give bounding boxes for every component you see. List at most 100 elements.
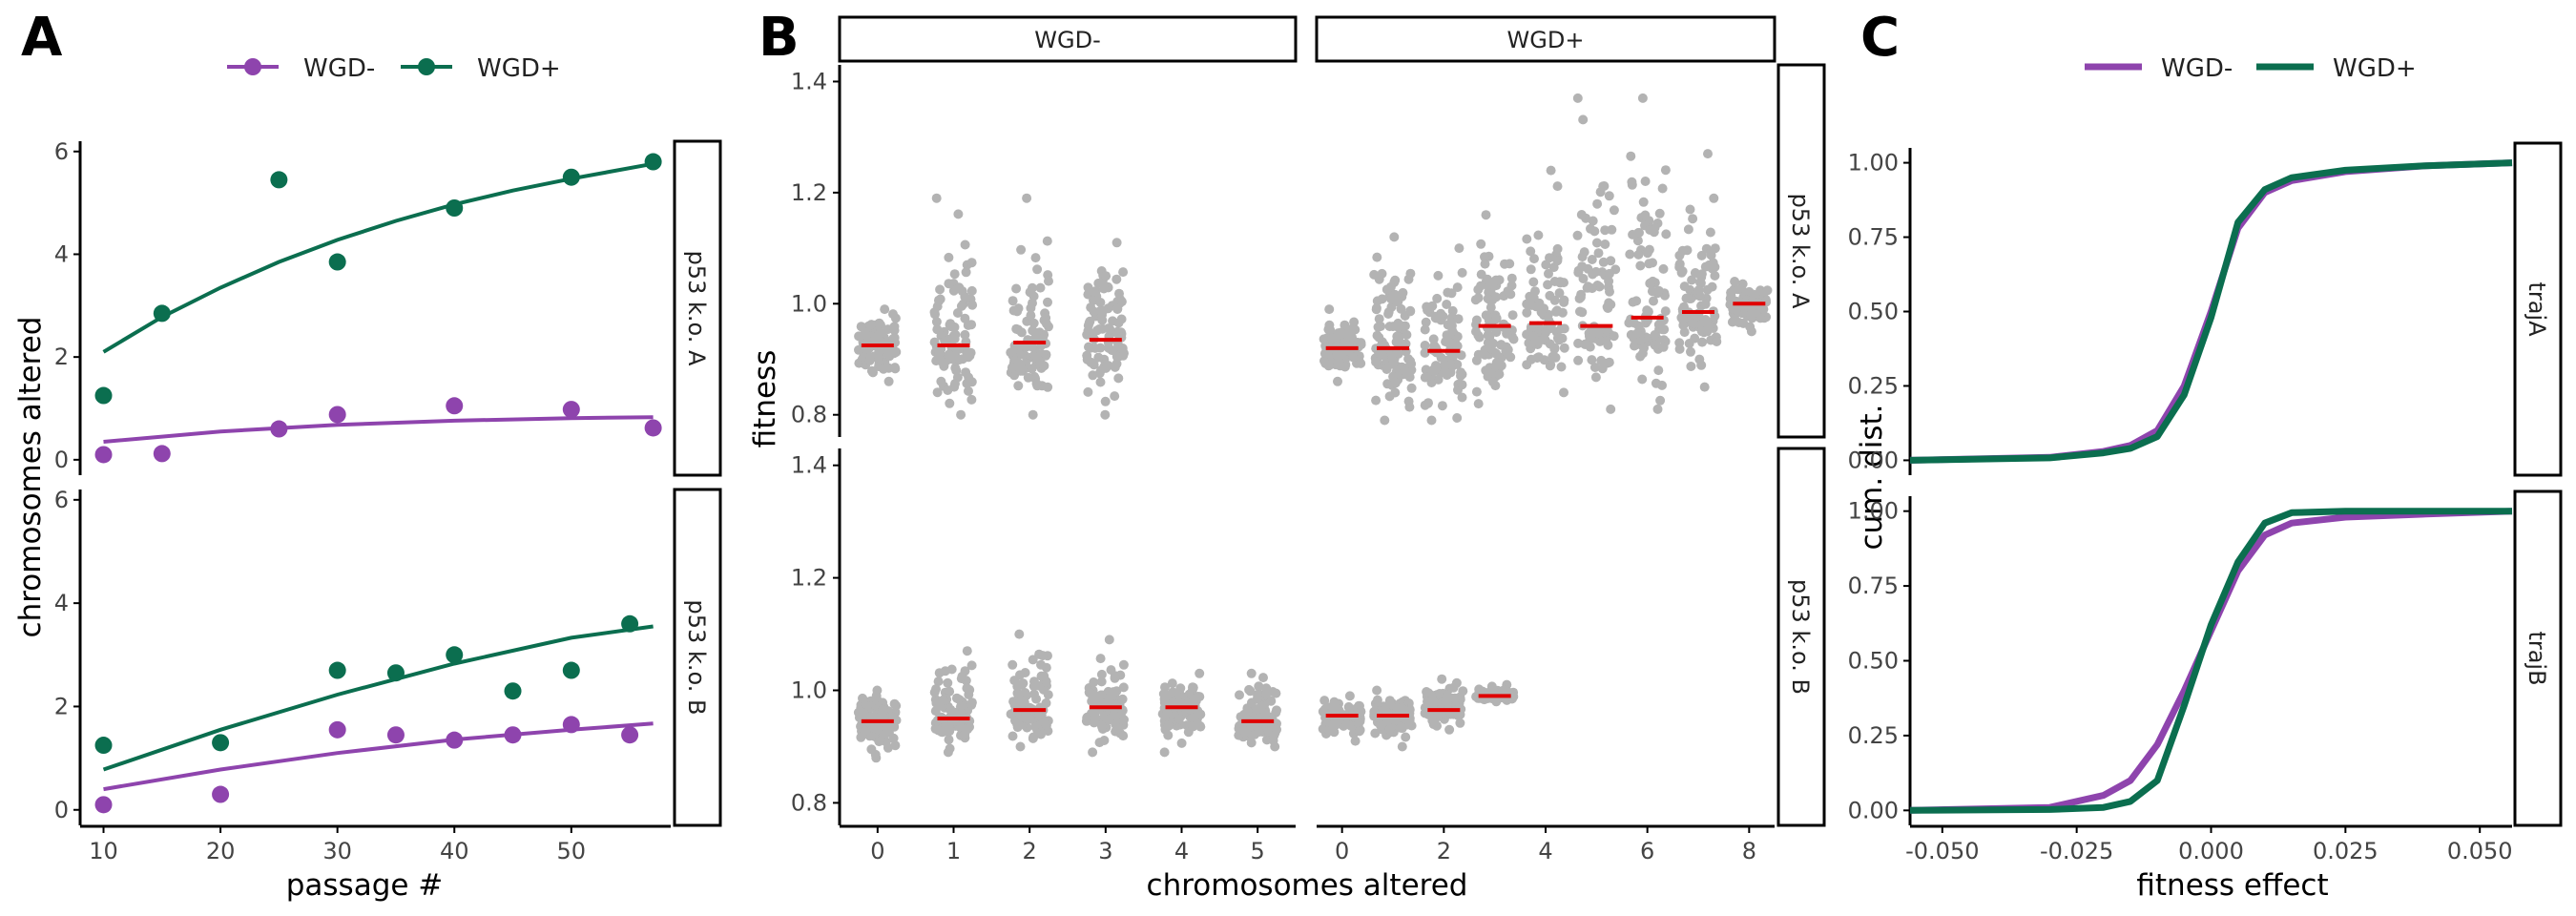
panel-b-fitness-point: [1015, 670, 1025, 680]
panel-b-fitness-point: [1022, 193, 1032, 203]
panel-c-x-tick-label: 0.025: [2313, 838, 2379, 864]
panel-b-fitness-point: [1031, 379, 1042, 388]
panel-b-fitness-point: [854, 344, 863, 355]
panel-b-fitness-point: [1389, 232, 1400, 242]
panel-b-fitness-point: [882, 723, 892, 734]
panel-b-fitness-point: [1506, 273, 1517, 283]
panel-b-fitness-point: [1096, 677, 1107, 687]
panel-b-y-tick-label: 1.0: [791, 677, 827, 704]
panel-b-fitness-point: [1373, 322, 1383, 332]
panel-b-fitness-point: [1658, 342, 1669, 352]
panel-b-fitness-point: [1110, 391, 1120, 402]
panel-b-fitness-point: [1404, 716, 1415, 726]
panel-b-column-strip-box: [1315, 15, 1776, 63]
panel-b-fitness-point: [1015, 741, 1026, 752]
panel-b-fitness-point: [946, 664, 957, 675]
panel-b-fitness-point: [1175, 683, 1186, 694]
panel-b-fitness-point: [888, 733, 899, 743]
panel-b-fitness-point: [1645, 278, 1655, 288]
legend-c-wgd-minus-label: WGD-: [2161, 54, 2233, 83]
panel-b-fitness-point: [1042, 236, 1052, 246]
panel-c-facet-strip-label: trajA: [2524, 281, 2550, 337]
panel-b-fitness-point: [1331, 360, 1341, 370]
panel-b-fitness-point: [1382, 716, 1393, 725]
panel-b-fitness-point: [1044, 276, 1053, 286]
panel-b-fitness-point: [1456, 367, 1465, 378]
panel-b-fitness-point: [1601, 336, 1611, 346]
panel-b-fitness-point: [1090, 714, 1100, 724]
panel-b-fitness-point: [1644, 259, 1654, 269]
panel-b-fitness-point: [931, 317, 942, 327]
panel-b-fitness-point: [1635, 260, 1646, 271]
panel-b-x-tick-label: 5: [1251, 838, 1265, 864]
panel-b-fitness-point: [1268, 736, 1278, 745]
panel-b-fitness-point: [1480, 252, 1489, 262]
panel-b-fitness-point: [960, 239, 970, 250]
panel-b-fitness-point: [1084, 342, 1093, 352]
panel-b-fitness-point: [1089, 306, 1099, 317]
panel-a-point: [446, 397, 464, 415]
panel-b-fitness-point: [1690, 333, 1700, 344]
panel-b-fitness-point: [1458, 686, 1468, 697]
panel-b-column-strip-box: [838, 15, 1298, 63]
panel-b-fitness-point: [1118, 659, 1129, 670]
panel-b-fitness-point: [1163, 720, 1174, 731]
panel-b-fitness-point: [1549, 277, 1560, 286]
panel-b-fitness-point: [1422, 302, 1432, 312]
panel-b-fitness-point: [957, 286, 967, 297]
panel-b-fitness-point: [1014, 629, 1025, 639]
panel-b-fitness-point: [1534, 298, 1545, 308]
panel-b-fitness-point: [1593, 248, 1604, 259]
panel-b-fitness-point: [1043, 297, 1052, 307]
panel-b-fitness-point: [937, 356, 947, 366]
panel-b-fitness-point: [1544, 268, 1553, 279]
panel-a-facet-strip-box: [673, 139, 722, 477]
panel-b-fitness-point: [1384, 724, 1395, 735]
panel-a-x-title: passage #: [286, 868, 444, 903]
panel-b-fitness-point: [1762, 285, 1773, 296]
panel-a-point: [644, 419, 662, 437]
panel-b-fitness-point: [1028, 409, 1038, 420]
panel-b-fitness-point: [1647, 286, 1657, 297]
panel-b-fitness-point: [1354, 726, 1364, 737]
panel-a-point: [446, 646, 464, 664]
panel-b-fitness-point: [1195, 709, 1206, 719]
panel-a-point: [644, 153, 662, 171]
panel-c-y-tick-label: 0.50: [1848, 648, 1899, 675]
panel-a-x-tick-label: 50: [557, 838, 587, 864]
panel-b-fitness-point: [1369, 706, 1380, 717]
panel-b-fitness-point: [1371, 302, 1381, 313]
panel-b-fitness-point: [1699, 382, 1710, 392]
panel-b-fitness-point: [1036, 729, 1046, 739]
panel-b-fitness-point: [1556, 362, 1567, 372]
panel-b-fitness-point: [1585, 331, 1595, 342]
panel-b-fitness-point: [1444, 724, 1455, 735]
legend-a-wgd-plus-label: WGD+: [477, 54, 561, 83]
panel-b-fitness-point: [1398, 287, 1408, 298]
panel-b-fitness-point: [966, 320, 977, 330]
panel-b-fitness-point: [1118, 682, 1129, 693]
panel-b-fitness-point: [1452, 413, 1463, 423]
panel-b-fitness-point: [966, 660, 977, 671]
panel-b-fitness-point: [1420, 347, 1430, 358]
panel-b-fitness-point: [1319, 348, 1330, 359]
panel-a-letter: A: [21, 7, 63, 69]
panel-b-fitness-point: [1731, 305, 1741, 315]
panel-b-fitness-point: [1604, 268, 1614, 279]
panel-c-facet-strip-box: [2513, 489, 2563, 827]
panel-b-fitness-point: [967, 300, 978, 310]
panel-c-y-title: cum. dist.: [1855, 404, 1889, 550]
panel-a-point: [621, 614, 639, 633]
panel-b-fitness-point: [1039, 671, 1049, 681]
panel-b-fitness-point: [1111, 359, 1122, 369]
panel-a-facet-strip-label: p53 k.o. A: [683, 251, 710, 366]
panel-b-fitness-point: [1011, 323, 1022, 334]
panel-b-fitness-point: [1008, 659, 1018, 670]
panel-a-x-tick-label: 30: [322, 838, 352, 864]
panel-b-fitness-point: [1374, 314, 1384, 324]
panel-b-fitness-point: [1100, 409, 1111, 420]
panel-b-fitness-point: [1505, 259, 1515, 269]
panel-b-row-strip-box: [1776, 63, 1826, 439]
panel-b-fitness-point: [874, 318, 884, 328]
panel-b-fitness-point: [1573, 338, 1584, 348]
